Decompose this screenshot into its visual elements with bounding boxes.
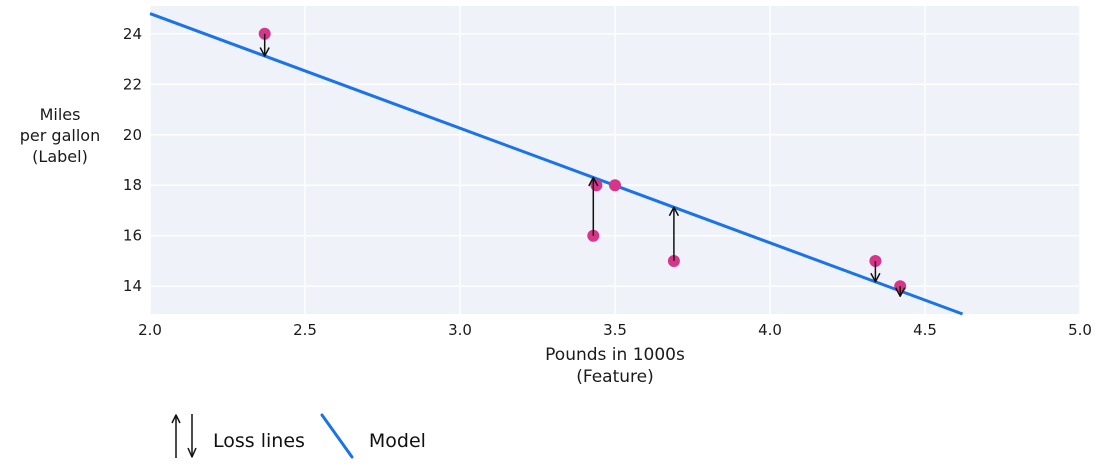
x-axis-label-line: (Feature) — [576, 367, 654, 387]
x-tick-label: 4.0 — [758, 321, 782, 339]
y-tick-label: 14 — [123, 277, 142, 295]
legend-model-label: Model — [368, 430, 426, 452]
chart-svg: 14 16 18 20 22 24 2.0 2.5 3.0 3.5 4.0 4.5 5.0 — [123, 6, 1092, 339]
loss-arrow-head — [588, 176, 599, 187]
data-point — [609, 179, 621, 192]
x-tick-label: 5.0 — [1068, 321, 1092, 339]
y-tick-label: 18 — [123, 176, 142, 194]
x-axis-label-line: Pounds in 1000s — [545, 345, 685, 365]
x-tick-label: 3.5 — [603, 321, 627, 339]
x-tick-label: 4.5 — [913, 321, 937, 339]
y-tick-label: 20 — [123, 126, 142, 144]
y-tick-label: 16 — [123, 227, 142, 245]
legend-loss-label: Loss lines — [213, 430, 305, 452]
y-axis-label: Miles per gallon (Label) — [10, 104, 110, 167]
y-tick-label: 24 — [123, 25, 142, 43]
x-tick-label: 3.0 — [448, 321, 472, 339]
loss-arrows-icon — [171, 414, 197, 458]
model-line-icon — [320, 413, 354, 459]
legend: Loss lines Model — [168, 406, 426, 466]
loss-arrow-head — [668, 206, 680, 217]
y-tick-label: 22 — [123, 75, 142, 93]
y-axis-label-line: Miles — [39, 105, 81, 124]
loss-arrow-head — [895, 287, 906, 297]
loss-arrow-head — [259, 47, 270, 57]
model-line — [149, 12, 964, 316]
x-tick-label: 2.0 — [138, 321, 162, 339]
y-axis-label-line: (Label) — [32, 147, 88, 166]
loss-arrow-head — [870, 272, 881, 283]
x-axis-label: Pounds in 1000s (Feature) — [465, 344, 765, 388]
y-axis-label-line: per gallon — [19, 126, 101, 145]
x-tick-label: 2.5 — [293, 321, 317, 339]
